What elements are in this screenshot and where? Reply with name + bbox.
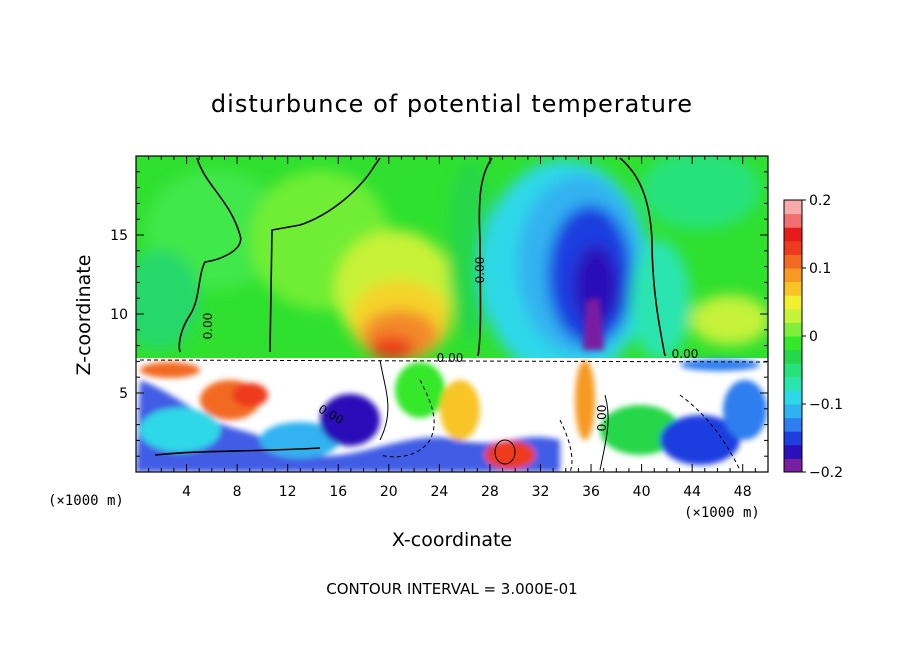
- x-tick-label: 8: [233, 484, 242, 500]
- colorbar-tick-label: 0.2: [809, 193, 831, 209]
- contour-label: 0.00: [473, 257, 487, 284]
- colorbar-swatch: [784, 322, 802, 337]
- colorbar: 0.2 0.1 0 −0.1 −0.2: [783, 193, 843, 481]
- field-map: [136, 156, 768, 472]
- x-tick-label: 24: [430, 484, 448, 500]
- x-tick-label: 32: [532, 484, 550, 500]
- chart-title: disturbunce of potential temperature: [211, 90, 693, 118]
- colorbar-tick-label: 0: [809, 329, 818, 345]
- x-tick-label: 4: [182, 484, 191, 500]
- colorbar-swatch: [784, 363, 802, 378]
- x-tick-label: 36: [582, 484, 600, 500]
- colorbar-swatch: [784, 213, 802, 228]
- colorbar-swatch: [784, 200, 802, 215]
- contour-label: 0.00: [437, 351, 464, 365]
- colorbar-swatch: [784, 376, 802, 391]
- x-tick-label: 20: [380, 484, 398, 500]
- colorbar-swatch: [784, 281, 802, 296]
- x-tick-label: 40: [633, 484, 651, 500]
- colorbar-swatch: [784, 336, 802, 351]
- contour-interval-note: CONTOUR INTERVAL = 3.000E-01: [326, 580, 577, 598]
- colorbar-swatch: [784, 227, 802, 242]
- colorbar-swatch: [784, 431, 802, 446]
- x-tick-label: 16: [329, 484, 347, 500]
- colorbar-swatch: [784, 417, 802, 432]
- y-tick-label: 10: [110, 307, 128, 323]
- x-tick-label: 28: [481, 484, 499, 500]
- colorbar-swatch: [784, 349, 802, 364]
- contour-label: 0.00: [595, 405, 609, 432]
- y-tick-label: 15: [110, 228, 128, 244]
- colorbar-swatch: [784, 254, 802, 269]
- x-tick-label: 44: [683, 484, 701, 500]
- x-unit-label-right: (×1000 m): [684, 505, 760, 521]
- x-unit-label-left: (×1000 m): [48, 493, 124, 509]
- colorbar-swatch: [784, 240, 802, 255]
- colorbar-tick-label: −0.1: [809, 397, 843, 413]
- colorbar-swatch: [784, 268, 802, 283]
- x-tick-label: 12: [279, 484, 297, 500]
- contour-label: 0.00: [201, 313, 215, 340]
- colorbar-swatch: [784, 390, 802, 405]
- x-tick-label: 48: [734, 484, 752, 500]
- contour-label: 0.00: [672, 347, 699, 361]
- colorbar-swatch: [784, 458, 802, 473]
- colorbar-tick-label: −0.2: [809, 465, 843, 481]
- y-axis-title: Z-coordinate: [73, 255, 95, 376]
- colorbar-swatch: [784, 404, 802, 419]
- colorbar-tick-label: 0.1: [809, 261, 831, 277]
- contour-labels: 0.00 0.00 0.00 0.00 0.00 0.00: [201, 257, 698, 432]
- y-tick-label: 5: [119, 386, 128, 402]
- colorbar-swatch: [784, 295, 802, 310]
- colorbar-swatch: [784, 308, 802, 323]
- colorbar-swatch: [784, 444, 802, 459]
- x-axis-title: X-coordinate: [392, 529, 512, 551]
